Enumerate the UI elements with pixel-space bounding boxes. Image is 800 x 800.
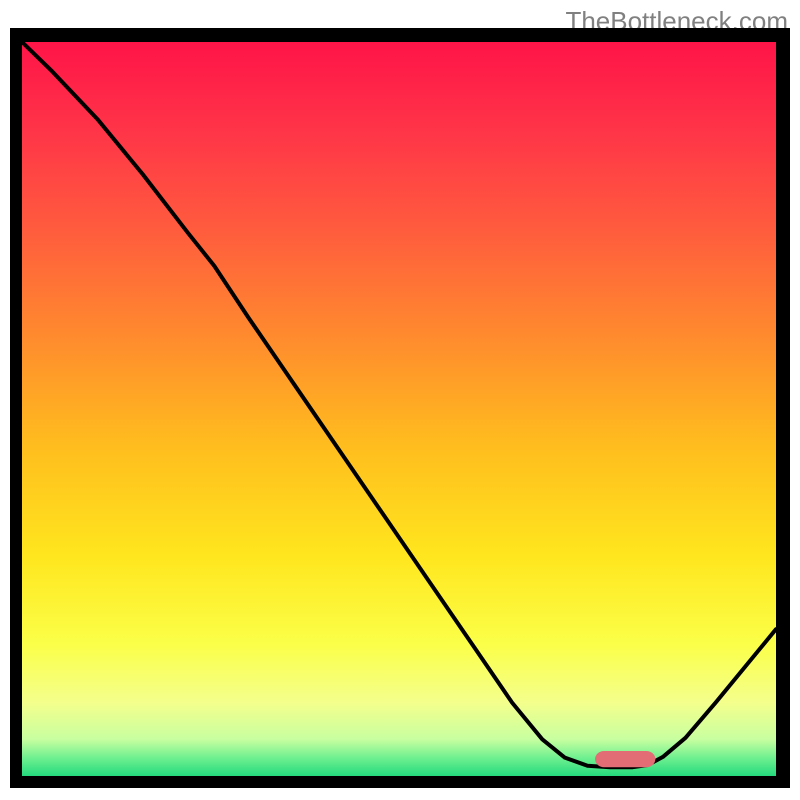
chart-svg bbox=[22, 42, 776, 776]
plot-area bbox=[22, 42, 776, 776]
chart-frame bbox=[10, 28, 790, 788]
chart-container: TheBottleneck.com bbox=[0, 0, 800, 800]
optimal-marker bbox=[595, 751, 655, 767]
gradient-background bbox=[22, 42, 776, 776]
